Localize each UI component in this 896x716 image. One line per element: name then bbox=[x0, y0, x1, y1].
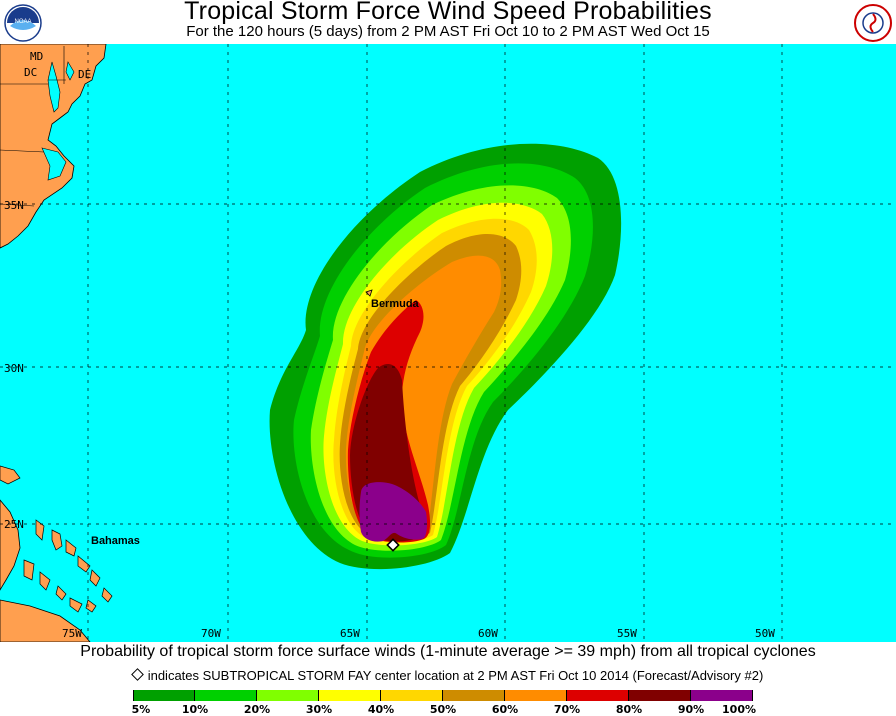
legend-label: 30% bbox=[305, 703, 333, 716]
legend-swatch bbox=[567, 690, 629, 701]
national-weather-service-logo bbox=[854, 4, 892, 42]
storm-center-note: indicates SUBTROPICAL STORM FAY center l… bbox=[0, 668, 896, 683]
bahamas-islands bbox=[0, 465, 113, 613]
legend-swatch bbox=[443, 690, 505, 701]
legend-label: 80% bbox=[615, 703, 643, 716]
lon-label-55w: 55W bbox=[617, 627, 637, 640]
legend-swatch bbox=[133, 690, 195, 701]
florida bbox=[0, 499, 21, 591]
legend-swatch bbox=[505, 690, 567, 701]
legend-label: 20% bbox=[243, 703, 271, 716]
probability-legend: 5% 10% 20% 30% 40% 50% 60% 70% 80% 90% 100% bbox=[131, 690, 756, 716]
probability-contours bbox=[269, 143, 622, 570]
lat-label-35n: 35N bbox=[4, 199, 24, 212]
florida-keys-cuba bbox=[0, 599, 91, 642]
legend-label: 70% bbox=[553, 703, 581, 716]
legend-swatch bbox=[319, 690, 381, 701]
storm-center-note-text: indicates SUBTROPICAL STORM FAY center l… bbox=[147, 668, 764, 683]
legend-label: 10% bbox=[181, 703, 209, 716]
lon-label-50w: 50W bbox=[755, 627, 775, 640]
page-subtitle: For the 120 hours (5 days) from 2 PM AST… bbox=[186, 23, 710, 40]
land-masses bbox=[0, 44, 373, 642]
state-label-de: DE bbox=[78, 68, 91, 81]
lon-label-65w: 65W bbox=[340, 627, 360, 640]
contour-90pct bbox=[359, 482, 428, 542]
lon-label-75w: 75W bbox=[62, 627, 82, 640]
legend-label: 90% bbox=[677, 703, 705, 716]
legend-label: 40% bbox=[367, 703, 395, 716]
noaa-logo: NOAA bbox=[4, 4, 42, 42]
legend-swatch bbox=[257, 690, 319, 701]
state-labels: MD DC DE bbox=[24, 50, 91, 81]
legend-label: 100% bbox=[722, 703, 756, 716]
map-canvas: 35N 30N 25N 75W 70W 65W 60W 55W 50W MD D… bbox=[0, 44, 896, 642]
diamond-marker-icon bbox=[130, 668, 144, 681]
lat-label-30n: 30N bbox=[4, 362, 24, 375]
latitude-labels: 35N 30N 25N bbox=[4, 199, 24, 531]
state-label-md: MD bbox=[30, 50, 43, 63]
header: NOAA Tropical Storm Force Wind Speed Pro… bbox=[0, 0, 896, 44]
svg-text:NOAA: NOAA bbox=[14, 19, 31, 25]
us-east-coast bbox=[0, 44, 107, 249]
legend-swatch bbox=[195, 690, 257, 701]
state-label-dc: DC bbox=[24, 66, 37, 79]
gridlines bbox=[0, 44, 896, 642]
chesapeake-bay bbox=[47, 61, 61, 113]
pamlico-sound bbox=[41, 147, 67, 181]
probability-map: 35N 30N 25N 75W 70W 65W 60W 55W 50W MD D… bbox=[0, 44, 896, 642]
longitude-labels: 75W 70W 65W 60W 55W 50W bbox=[62, 627, 775, 640]
legend-label: 5% bbox=[131, 703, 151, 716]
lon-label-60w: 60W bbox=[478, 627, 498, 640]
lon-label-70w: 70W bbox=[201, 627, 221, 640]
legend-swatch bbox=[691, 690, 753, 701]
legend-label: 60% bbox=[491, 703, 519, 716]
place-label-bermuda: Bermuda bbox=[371, 298, 420, 310]
bermuda-island bbox=[365, 289, 373, 297]
state-borders bbox=[0, 46, 66, 207]
map-description: Probability of tropical storm force surf… bbox=[80, 643, 816, 660]
page-title: Tropical Storm Force Wind Speed Probabil… bbox=[184, 0, 712, 25]
delaware-bay bbox=[65, 61, 75, 81]
legend-label: 50% bbox=[429, 703, 457, 716]
lat-label-25n: 25N bbox=[4, 518, 24, 531]
legend-swatch bbox=[629, 690, 691, 701]
place-label-bahamas: Bahamas bbox=[91, 535, 140, 547]
storm-center-marker bbox=[386, 538, 400, 552]
legend-swatch bbox=[381, 690, 443, 701]
